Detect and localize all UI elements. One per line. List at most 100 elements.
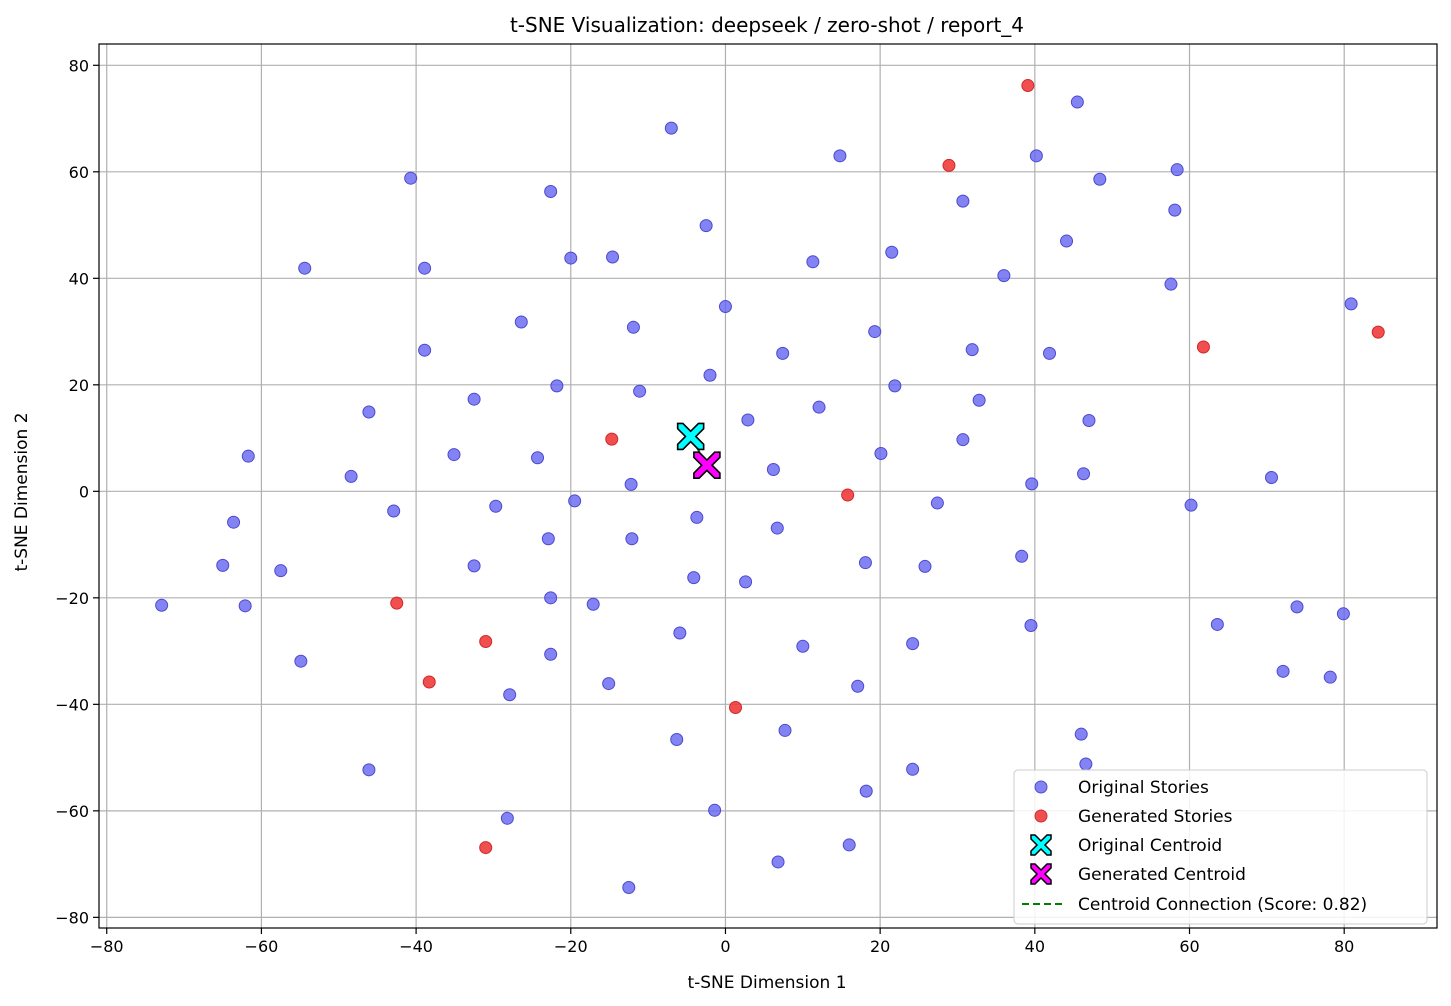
original-story-point bbox=[670, 732, 684, 746]
legend-marker-generated bbox=[1034, 809, 1048, 823]
original-story-point bbox=[956, 433, 970, 447]
original-story-point bbox=[1060, 234, 1074, 248]
original-story-point bbox=[633, 384, 647, 398]
legend-marker-generated-centroid bbox=[1030, 863, 1052, 885]
original-story-point bbox=[771, 855, 785, 869]
original-story-point bbox=[673, 626, 687, 640]
original-story-point bbox=[690, 510, 704, 524]
original-story-point bbox=[1170, 163, 1184, 177]
original-story-point bbox=[274, 564, 288, 578]
original-story-point bbox=[776, 346, 790, 360]
original-story-point bbox=[833, 149, 847, 163]
x-tick-label: −20 bbox=[554, 937, 588, 956]
original-story-point bbox=[362, 405, 376, 419]
original-story-point bbox=[216, 558, 230, 572]
original-story-point bbox=[1323, 670, 1337, 684]
y-tick-label: 20 bbox=[69, 376, 89, 395]
original-story-point bbox=[544, 591, 558, 605]
original-story-point bbox=[467, 559, 481, 573]
original-story-point bbox=[741, 413, 755, 427]
original-story-point bbox=[1264, 470, 1278, 484]
original-story-point bbox=[699, 219, 713, 233]
generated-story-point bbox=[841, 488, 855, 502]
generated-story-point bbox=[479, 841, 493, 855]
original-story-point bbox=[874, 447, 888, 461]
original-story-point bbox=[664, 121, 678, 135]
original-story-point bbox=[541, 532, 555, 546]
legend-marker-original bbox=[1034, 780, 1048, 794]
original-story-point bbox=[544, 185, 558, 199]
x-tick-label: 40 bbox=[1025, 937, 1045, 956]
original-story-point bbox=[503, 688, 517, 702]
original-story-point bbox=[1164, 277, 1178, 291]
original-story-point bbox=[888, 379, 902, 393]
original-story-point bbox=[906, 762, 920, 776]
legend-label-generated-centroid: Generated Centroid bbox=[1078, 865, 1246, 885]
generated-story-point bbox=[1021, 79, 1035, 93]
original-story-point bbox=[514, 315, 528, 329]
original-story-point bbox=[447, 448, 461, 462]
generated-centroid-marker bbox=[693, 451, 721, 480]
original-story-point bbox=[298, 261, 312, 275]
legend: Original Stories Generated Stories Origi… bbox=[1013, 769, 1428, 925]
original-story-point bbox=[1029, 149, 1043, 163]
original-story-point bbox=[531, 451, 545, 465]
generated-story-point bbox=[479, 634, 493, 648]
original-story-point bbox=[718, 300, 732, 314]
original-story-point bbox=[1082, 413, 1096, 427]
original-story-point bbox=[1024, 619, 1038, 633]
original-story-point bbox=[1290, 600, 1304, 614]
original-story-point bbox=[703, 368, 717, 382]
original-story-point bbox=[1184, 498, 1198, 512]
original-story-point bbox=[806, 255, 820, 269]
original-story-point bbox=[851, 679, 865, 693]
original-story-point bbox=[778, 723, 792, 737]
original-story-point bbox=[1077, 467, 1091, 481]
generated-story-point bbox=[422, 675, 436, 689]
original-story-point bbox=[155, 598, 169, 612]
original-story-point bbox=[624, 477, 638, 491]
original-story-point bbox=[812, 400, 826, 414]
original-story-point bbox=[564, 251, 578, 265]
original-story-point bbox=[1168, 203, 1182, 217]
original-story-point bbox=[687, 571, 701, 585]
legend-box bbox=[1013, 769, 1428, 925]
original-story-point bbox=[622, 881, 636, 895]
original-story-point bbox=[956, 194, 970, 208]
y-tick-label: −80 bbox=[55, 908, 89, 927]
x-tick-label: −80 bbox=[90, 937, 124, 956]
original-story-point bbox=[344, 469, 358, 483]
original-story-point bbox=[858, 556, 872, 570]
original-story-point bbox=[489, 499, 503, 513]
original-story-point bbox=[550, 379, 564, 393]
original-story-point bbox=[418, 343, 432, 357]
original-story-point bbox=[766, 462, 780, 476]
original-story-point bbox=[906, 637, 920, 651]
chart-title: t-SNE Visualization: deepseek / zero-sho… bbox=[510, 13, 1024, 37]
original-story-point bbox=[1079, 757, 1093, 771]
original-story-point bbox=[1043, 346, 1057, 360]
generated-story-point bbox=[1196, 340, 1210, 354]
x-tick-label: 60 bbox=[1179, 937, 1199, 956]
original-story-point bbox=[1015, 549, 1029, 563]
legend-marker-original-centroid bbox=[1030, 834, 1052, 856]
y-tick-label: −60 bbox=[55, 802, 89, 821]
original-story-point bbox=[467, 392, 481, 406]
original-story-point bbox=[1093, 172, 1107, 186]
original-story-point bbox=[1025, 477, 1039, 491]
original-story-point bbox=[1070, 95, 1084, 109]
original-story-point bbox=[708, 803, 722, 817]
original-story-point bbox=[868, 325, 882, 339]
x-tick-label: −60 bbox=[245, 937, 279, 956]
original-centroid-marker bbox=[676, 422, 705, 451]
original-story-point bbox=[602, 677, 616, 691]
original-story-point bbox=[739, 575, 753, 589]
original-story-point bbox=[918, 559, 932, 573]
legend-label-original-centroid: Original Centroid bbox=[1078, 836, 1222, 856]
original-story-point bbox=[842, 838, 856, 852]
original-story-point bbox=[1336, 607, 1350, 621]
original-story-point bbox=[1276, 664, 1290, 678]
original-story-point bbox=[586, 597, 600, 611]
y-tick-label: 80 bbox=[69, 56, 89, 75]
